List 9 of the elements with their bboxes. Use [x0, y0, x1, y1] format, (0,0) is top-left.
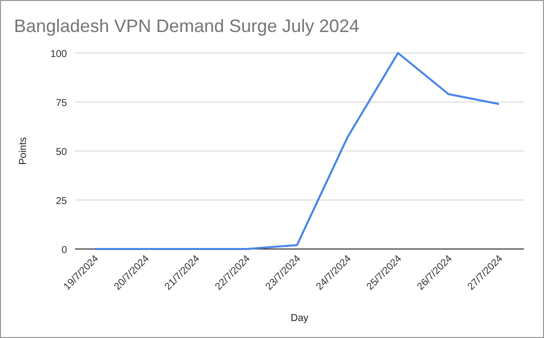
- y-tick-label: 100: [50, 49, 68, 60]
- line-series: [94, 52, 500, 250]
- y-tick-label: 75: [56, 98, 68, 109]
- y-tick-label: 0: [61, 245, 68, 256]
- chart-title: Bangladesh VPN Demand Surge July 2024: [14, 16, 360, 36]
- y-tick-label: 25: [56, 196, 68, 207]
- y-axis-title: Points: [18, 137, 29, 165]
- x-axis-title: Day: [290, 313, 308, 324]
- y-tick-label: 50: [56, 147, 68, 158]
